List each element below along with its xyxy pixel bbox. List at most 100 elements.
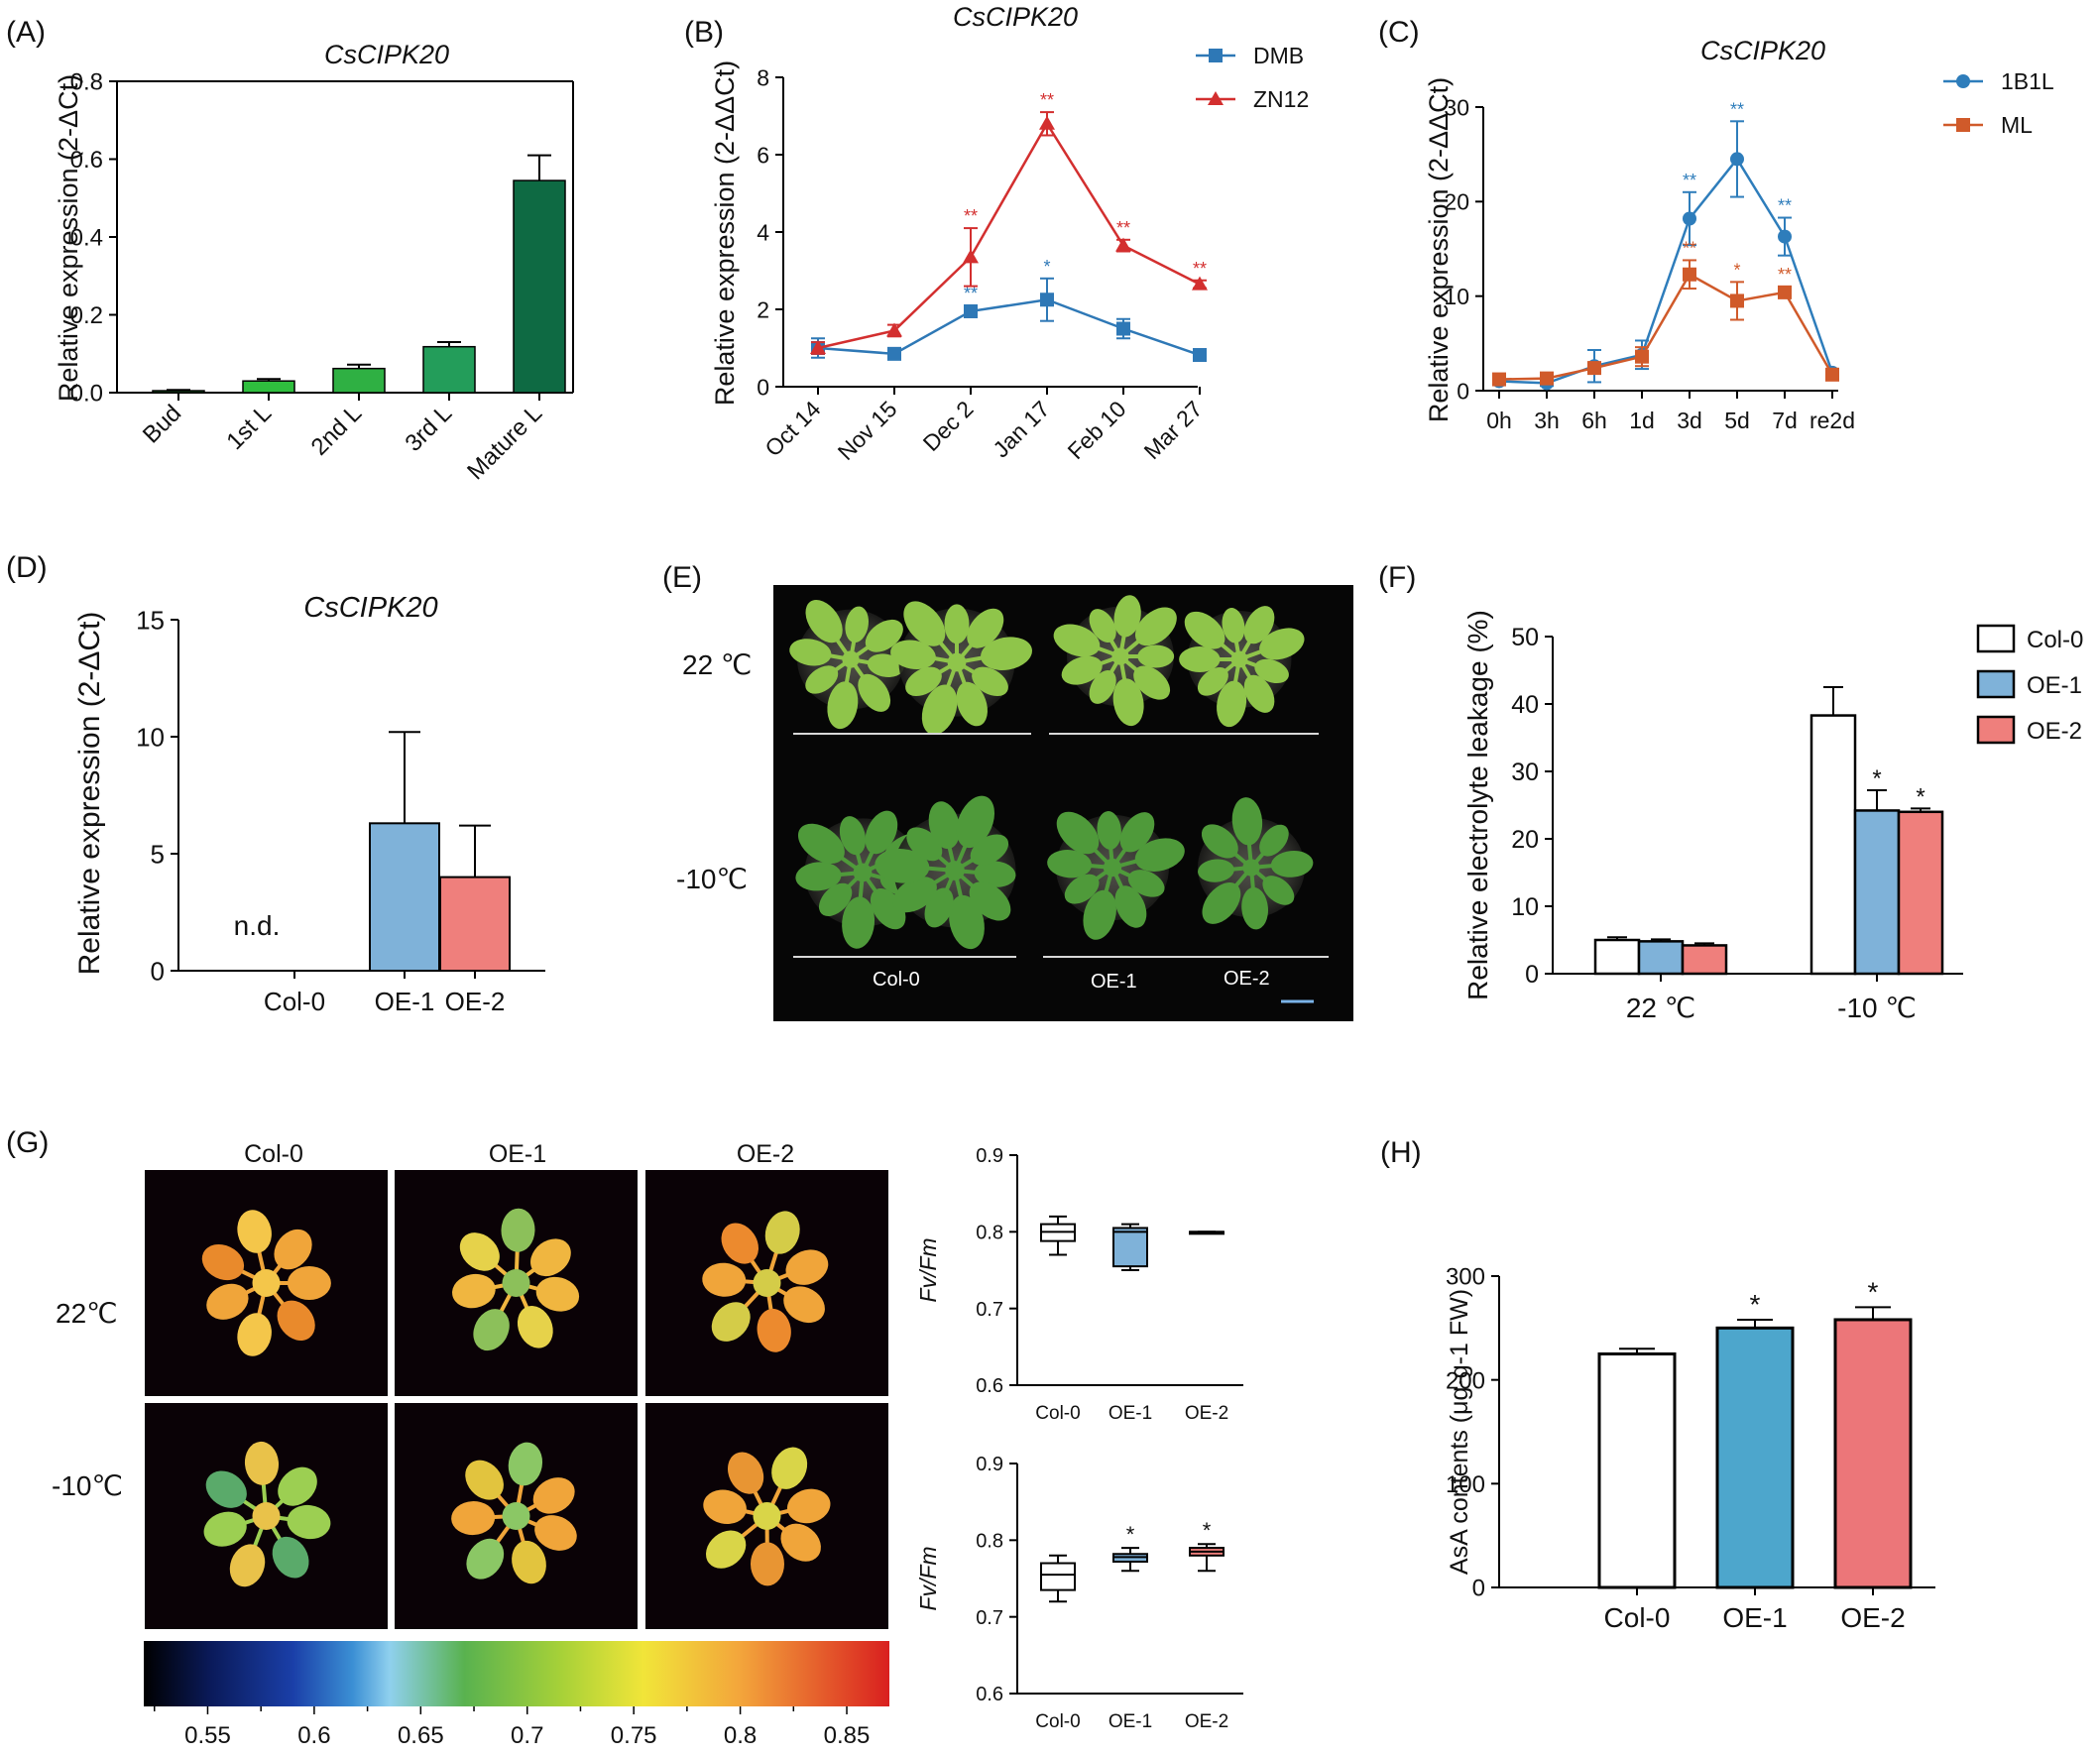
leaf <box>764 1211 800 1254</box>
colorbar <box>144 1641 889 1706</box>
leaf <box>928 801 961 850</box>
x-tick-label: Col-0 <box>264 987 325 1016</box>
x-tick-label: OE-2 <box>445 987 506 1016</box>
row-label-minus10c: -10℃ <box>52 1470 123 1501</box>
chart-g-bottom: 0.6 0.7 0.8 0.9 Fv/Fm Col-0 OE-1 * OE-2 * <box>915 1454 1243 1732</box>
y-tick-label: 0.4 <box>70 225 103 252</box>
leaf <box>1056 811 1100 855</box>
data-point <box>1635 349 1649 364</box>
leaf <box>206 1283 249 1320</box>
leaf <box>1047 850 1093 878</box>
y-tick-label: 10 <box>1444 284 1469 309</box>
colorbar-tick-label: 0.85 <box>824 1722 871 1749</box>
x-tick-label: 1st L <box>221 400 277 455</box>
leaf <box>1241 886 1268 930</box>
y-tick-label: 0 <box>1525 961 1539 989</box>
leaf <box>865 619 903 652</box>
x-tick-label: Mature L <box>462 400 547 485</box>
leaf <box>272 1536 309 1579</box>
x-tick-label: Mar 27 <box>1139 396 1208 464</box>
legend-label: ML <box>2001 112 2033 138</box>
bar <box>242 380 295 394</box>
panel-letter-d: (D) <box>6 551 48 584</box>
data-point <box>886 322 902 337</box>
significance-mark: * <box>1750 1289 1761 1320</box>
chart-d: 0 5 10 15 CsCIPK20 Relative expression (2-ΔCt… <box>73 592 545 1016</box>
x-tick-label: 3rd L <box>400 400 457 457</box>
leaf <box>1259 824 1289 857</box>
bar <box>152 390 205 394</box>
x-tick-label: OE-1 <box>375 987 435 1016</box>
leaf <box>530 1238 571 1277</box>
x-tick-label: Bud <box>138 400 186 448</box>
y-tick-label: 0.6 <box>70 147 103 174</box>
leaf <box>757 1308 791 1352</box>
leaf <box>903 601 946 646</box>
leaf <box>783 1286 825 1324</box>
leaf <box>972 666 1008 697</box>
annotation-nd: n.d. <box>234 910 281 941</box>
colorbar-tick-label: 0.55 <box>184 1722 231 1749</box>
rosette-center <box>947 652 967 672</box>
series-line <box>817 121 1201 350</box>
x-tick-label: OE-1 <box>1108 1711 1152 1732</box>
significance-mark: ** <box>1730 99 1744 119</box>
row-label-22c: 22 ℃ <box>682 649 752 680</box>
significance-mark: ** <box>1193 259 1207 279</box>
rosette-center <box>842 650 860 668</box>
significance-mark: ** <box>964 284 978 303</box>
x-tick-label: re2d <box>1809 408 1855 433</box>
row-label-22c: 22℃ <box>56 1298 118 1329</box>
leaf <box>237 1313 272 1356</box>
legend-label: 1B1L <box>2001 68 2054 94</box>
genotype-label-oe2: OE-2 <box>1224 968 1270 990</box>
leaf <box>1119 812 1155 853</box>
significance-mark: * <box>1043 257 1050 277</box>
y-tick-label: 20 <box>1444 189 1469 215</box>
leaf <box>1259 628 1305 660</box>
rosette-center <box>945 861 965 880</box>
leaf <box>203 1511 247 1547</box>
leaf <box>1053 624 1101 657</box>
leaf <box>465 1460 504 1500</box>
leaf <box>771 1447 808 1489</box>
x-tick-label: 0h <box>1486 408 1512 433</box>
leaf <box>956 681 988 727</box>
leaf <box>1113 595 1141 638</box>
leaf <box>1231 797 1263 846</box>
legend-label: OE-1 <box>2027 672 2082 699</box>
leaf <box>703 1489 747 1525</box>
y-tick-label: 8 <box>757 64 769 90</box>
data-point <box>1540 371 1554 386</box>
significance-mark: * <box>1872 765 1881 792</box>
significance-mark: ** <box>1778 196 1792 216</box>
leaf <box>1089 669 1116 704</box>
y-axis-label: Relative expression (2-ΔΔCt) <box>710 60 740 406</box>
leaf <box>452 1273 496 1309</box>
x-tick-label: OE-1 <box>1722 1602 1787 1633</box>
x-tick-label: 3d <box>1677 408 1702 433</box>
y-tick-label: 0.7 <box>976 1299 1003 1321</box>
leaf <box>1202 881 1241 924</box>
x-tick-label: OE-2 <box>1185 1711 1228 1732</box>
leaf <box>1179 646 1221 672</box>
leaf <box>780 1523 821 1562</box>
y-tick-label: 4 <box>757 219 769 245</box>
y-tick-label: 50 <box>1511 624 1539 651</box>
leaf <box>865 810 898 855</box>
y-tick-label: 0.6 <box>976 1684 1003 1705</box>
chart-b: 0 2 4 6 8 Oct 14 Nov 15 Dec 2 Jan 17 Feb 10 Mar 27… <box>710 2 1309 465</box>
colorbar-tick-label: 0.7 <box>511 1722 543 1749</box>
leaf <box>459 1232 500 1271</box>
leaf <box>797 823 845 865</box>
significance-mark: * <box>1916 783 1925 810</box>
data-point <box>810 340 826 354</box>
leaf <box>727 1452 764 1494</box>
y-tick-label: 15 <box>136 605 165 635</box>
data-point <box>1039 115 1055 130</box>
leaf <box>517 1306 553 1348</box>
chart-f: 0 10 20 30 40 50 Relative electrolyte leakage … <box>1462 610 2083 1023</box>
rosette-center <box>252 1502 281 1530</box>
